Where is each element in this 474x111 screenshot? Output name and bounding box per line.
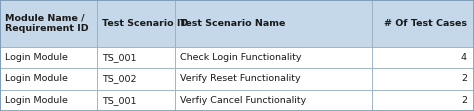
- Bar: [97, 68, 175, 90]
- Bar: [175, 47, 372, 68]
- Text: Test Scenario ID: Test Scenario ID: [102, 19, 188, 28]
- Text: Verfiy Cancel Functionality: Verfiy Cancel Functionality: [180, 96, 306, 105]
- Bar: [97, 0, 175, 47]
- Text: Check Login Functionality: Check Login Functionality: [180, 53, 301, 62]
- Bar: [97, 47, 175, 68]
- Text: TS_001: TS_001: [102, 96, 137, 105]
- Text: Module Name /
Requirement ID: Module Name / Requirement ID: [5, 13, 88, 33]
- Text: 4: 4: [461, 53, 467, 62]
- Bar: [97, 90, 175, 111]
- Text: Test Scenario Name: Test Scenario Name: [180, 19, 285, 28]
- Text: Login Module: Login Module: [5, 96, 68, 105]
- Text: Verify Reset Functionality: Verify Reset Functionality: [180, 74, 301, 83]
- Text: 2: 2: [461, 96, 467, 105]
- Bar: [0, 68, 97, 90]
- Bar: [372, 47, 474, 68]
- Text: 2: 2: [461, 74, 467, 83]
- Text: Login Module: Login Module: [5, 74, 68, 83]
- Bar: [0, 90, 97, 111]
- Bar: [0, 0, 97, 47]
- Text: TS_001: TS_001: [102, 53, 137, 62]
- Bar: [0, 47, 97, 68]
- Text: Login Module: Login Module: [5, 53, 68, 62]
- Bar: [175, 0, 372, 47]
- Bar: [372, 68, 474, 90]
- Bar: [372, 90, 474, 111]
- Bar: [175, 68, 372, 90]
- Text: # Of Test Cases: # Of Test Cases: [384, 19, 467, 28]
- Text: TS_002: TS_002: [102, 74, 137, 83]
- Bar: [175, 90, 372, 111]
- Bar: [372, 0, 474, 47]
